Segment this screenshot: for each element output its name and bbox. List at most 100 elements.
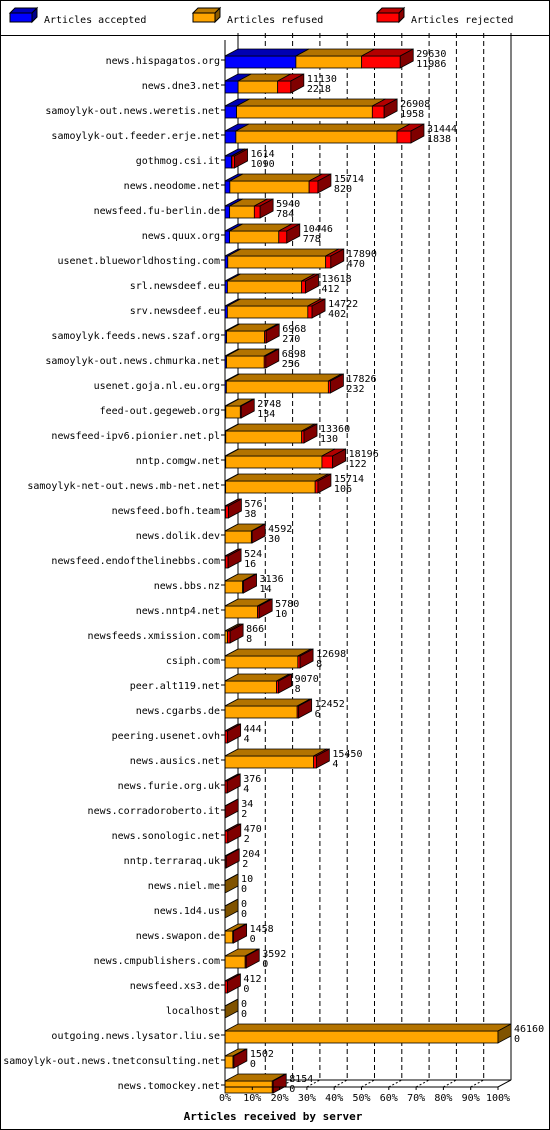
bar-end-face (245, 948, 260, 969)
x-tick-label: 80% (434, 1093, 452, 1104)
value-accepted: 1958 (400, 109, 424, 120)
category-label: news.corradoroberto.it (88, 806, 220, 817)
bar-end-face (383, 98, 398, 119)
bar-end-face (233, 1048, 248, 1069)
bar-end-face (332, 448, 347, 469)
value-total: 1458 (250, 924, 274, 935)
legend-swatch (376, 12, 400, 23)
bar-zero-edge (224, 873, 239, 882)
bar-refused (224, 530, 252, 544)
legend: Articles accepted Articles refused Article… (8, 6, 513, 26)
value-total: 29630 (416, 49, 446, 60)
value-total: 15450 (332, 749, 362, 760)
bar-rejected (361, 55, 401, 69)
category-label: news.sonologic.net (112, 831, 220, 842)
bar-end-face (251, 523, 266, 544)
legend-label: Articles refused (227, 15, 323, 26)
value-accepted: 4 (332, 759, 338, 770)
bar-rejected (225, 505, 229, 519)
floor-gridline (306, 1079, 321, 1088)
category-label: gothmog.csi.it (136, 156, 220, 167)
x-axis-title: Articles received by server (184, 1110, 363, 1123)
value-total: 14722 (328, 299, 358, 310)
category-label: samoylyk-out.news.chmurka.net (45, 356, 220, 367)
bar-refused (229, 230, 280, 244)
value-accepted: 2 (244, 834, 250, 845)
bar-refused-top (226, 373, 342, 382)
value-accepted: 38 (244, 509, 256, 520)
value-accepted: 14 (260, 584, 272, 595)
bar-end-face (410, 123, 425, 144)
bar-end-face (227, 548, 242, 569)
bar-refused (226, 305, 309, 319)
category-label: samoylyk.feeds.news.szaf.org (51, 331, 220, 342)
floor-gridline (279, 1079, 293, 1088)
value-total: 26908 (400, 99, 430, 110)
bar-rejected (308, 180, 319, 194)
value-total: 13618 (322, 274, 352, 285)
bar-end-face (272, 1073, 287, 1094)
bar-end-face (330, 373, 344, 394)
bar-refused (235, 130, 398, 144)
bar-end-face (227, 973, 241, 994)
bar-accepted (224, 180, 231, 194)
value-accepted: 6 (315, 709, 321, 720)
bar-rejected (396, 130, 412, 144)
value-total: 204 (242, 849, 260, 860)
value-total: 11130 (307, 74, 337, 85)
value-accepted: 820 (334, 184, 352, 195)
value-accepted: 10 (275, 609, 287, 620)
value-accepted: 8 (316, 659, 322, 670)
bar-rejected (371, 105, 385, 119)
value-total: 34 (241, 799, 253, 810)
category-label: usenet.goja.nl.eu.org (94, 381, 220, 392)
value-total: 3592 (262, 949, 286, 960)
bar-refused (295, 55, 363, 69)
bar-refused (229, 205, 255, 219)
category-label: newsfeed.endofthelinebbs.com (51, 556, 220, 567)
bar-refused (225, 405, 241, 419)
category-label: news.ausics.net (130, 756, 220, 767)
value-total: 9070 (295, 674, 319, 685)
value-total: 376 (243, 774, 261, 785)
bar-refused-top (227, 248, 339, 257)
value-accepted: 402 (328, 309, 346, 320)
bar-refused-top (236, 98, 386, 107)
floor-gridline (443, 1079, 457, 1088)
value-total: 8154 (289, 1074, 313, 1085)
category-label: newsfeeds.xmission.com (88, 631, 220, 642)
category-label: feed-out.gegeweb.org (100, 406, 220, 417)
bar-refused-top (224, 748, 327, 757)
bar-refused (224, 1055, 234, 1069)
bar-refused-top (225, 448, 336, 457)
bar-end-face (259, 198, 274, 219)
category-label: nntp.comgw.net (136, 456, 220, 467)
value-accepted: 270 (282, 334, 300, 345)
bar-end-face (265, 323, 280, 344)
bar-accepted-top (224, 48, 310, 57)
x-tick-label: 70% (407, 1093, 425, 1104)
bar-end-face (311, 298, 326, 319)
bar-end-face (227, 723, 242, 744)
bar-end-face (234, 148, 248, 169)
bar-accepted (224, 55, 297, 69)
bar-zero-edge (224, 798, 239, 807)
value-total: 524 (244, 549, 262, 560)
value-accepted: 0 (250, 1059, 256, 1070)
bar-accepted (224, 230, 231, 244)
bar-refused (236, 105, 373, 119)
bar-rejected (278, 230, 288, 244)
bar-refused-top (224, 1023, 512, 1032)
